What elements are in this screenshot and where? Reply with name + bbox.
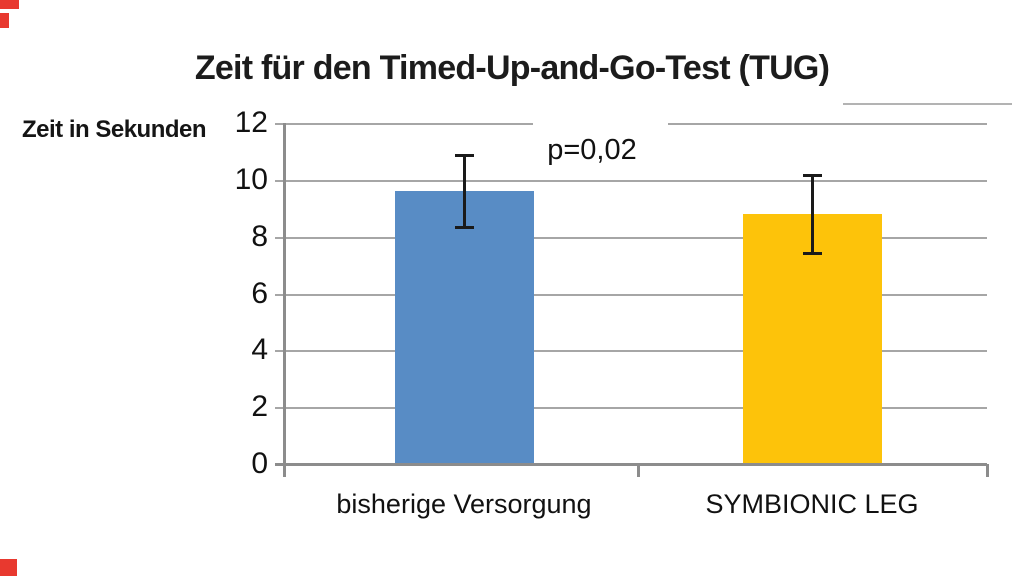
p-value-annotation: p=0,02 <box>547 134 637 166</box>
bar-symbionic-leg <box>742 214 882 464</box>
error-bar-cap-top-0 <box>454 154 474 157</box>
bar-bisherige-versorgung <box>394 191 534 464</box>
y-tick-label-8: 8 <box>251 220 268 253</box>
top-right-rule-line <box>843 103 1012 105</box>
x-axis-tick-1 <box>986 464 989 477</box>
y-tick-label-4: 4 <box>251 333 268 366</box>
gridline-10 <box>275 180 987 182</box>
category-label-bisherige-versorgung: bisherige Versorgung <box>336 489 592 519</box>
error-bar-line-1 <box>811 174 814 254</box>
gridline-12-left <box>275 123 533 125</box>
red-corner-mark-top <box>0 0 19 9</box>
y-tick-label-10: 10 <box>234 163 268 196</box>
error-bar-line-0 <box>463 154 466 228</box>
gridline-6 <box>275 294 987 296</box>
error-bar-cap-bottom-0 <box>454 226 474 229</box>
chart-title: Zeit für den Timed-Up-and-Go-Test (TUG) <box>194 49 830 87</box>
error-bar-cap-bottom-1 <box>802 252 822 255</box>
red-corner-mark-top-small <box>0 13 9 28</box>
y-axis-line <box>283 123 286 477</box>
y-tick-label-2: 2 <box>251 390 268 423</box>
x-axis-tick-0 <box>637 464 640 477</box>
gridline-8 <box>275 237 987 239</box>
x-axis-line <box>275 463 987 466</box>
y-tick-label-6: 6 <box>251 277 268 310</box>
red-corner-mark-bottom <box>0 559 17 576</box>
gridline-12-right <box>668 123 987 125</box>
y-tick-label-0: 0 <box>251 447 268 480</box>
gridline-4 <box>275 350 987 352</box>
y-axis-label: Zeit in Sekunden <box>22 116 207 143</box>
error-bar-cap-top-1 <box>802 174 822 177</box>
gridline-2 <box>275 407 987 409</box>
y-tick-label-12: 12 <box>234 106 268 139</box>
category-label-symbionic-leg: SYMBIONIC LEG <box>705 489 919 519</box>
